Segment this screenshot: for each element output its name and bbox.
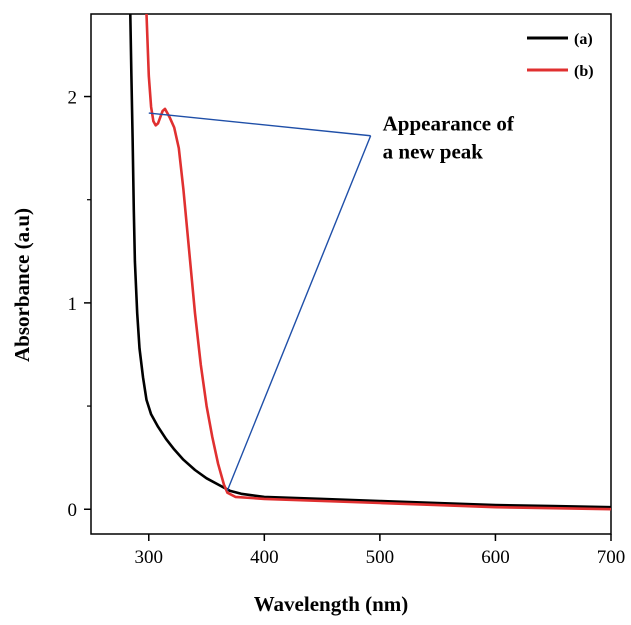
annotation-text-line: Appearance of bbox=[383, 112, 515, 136]
x-axis-title: Wavelength (nm) bbox=[254, 592, 409, 616]
series-layer bbox=[129, 14, 611, 511]
x-tick-label: 400 bbox=[250, 547, 279, 568]
y-tick-label: 1 bbox=[68, 294, 78, 315]
y-tick-label: 2 bbox=[68, 88, 78, 109]
series-a-line bbox=[129, 14, 611, 509]
plot-area bbox=[90, 13, 612, 535]
legend: (a) (b) bbox=[527, 31, 594, 80]
x-tick-label: 300 bbox=[135, 547, 164, 568]
plot-frame bbox=[90, 13, 612, 535]
legend-label: (b) bbox=[574, 63, 594, 80]
y-axis-title: Absorbance (a.u) bbox=[10, 208, 34, 362]
annotation-text-line: a new peak bbox=[383, 140, 484, 164]
y-tick-label: 0 bbox=[68, 500, 78, 521]
x-tick-label: 600 bbox=[481, 547, 510, 568]
annotation-layer: Appearance of a new peak bbox=[148, 112, 515, 491]
legend-label: (a) bbox=[574, 31, 593, 48]
axis-ticks: 300 400 500 600 700 0 1 2 bbox=[68, 88, 626, 568]
series-b-line bbox=[145, 14, 611, 511]
x-tick-label: 700 bbox=[597, 547, 626, 568]
x-tick-label: 500 bbox=[366, 547, 395, 568]
annotation-pointer-base bbox=[226, 135, 372, 491]
annotation-pointer-peak bbox=[148, 112, 371, 137]
